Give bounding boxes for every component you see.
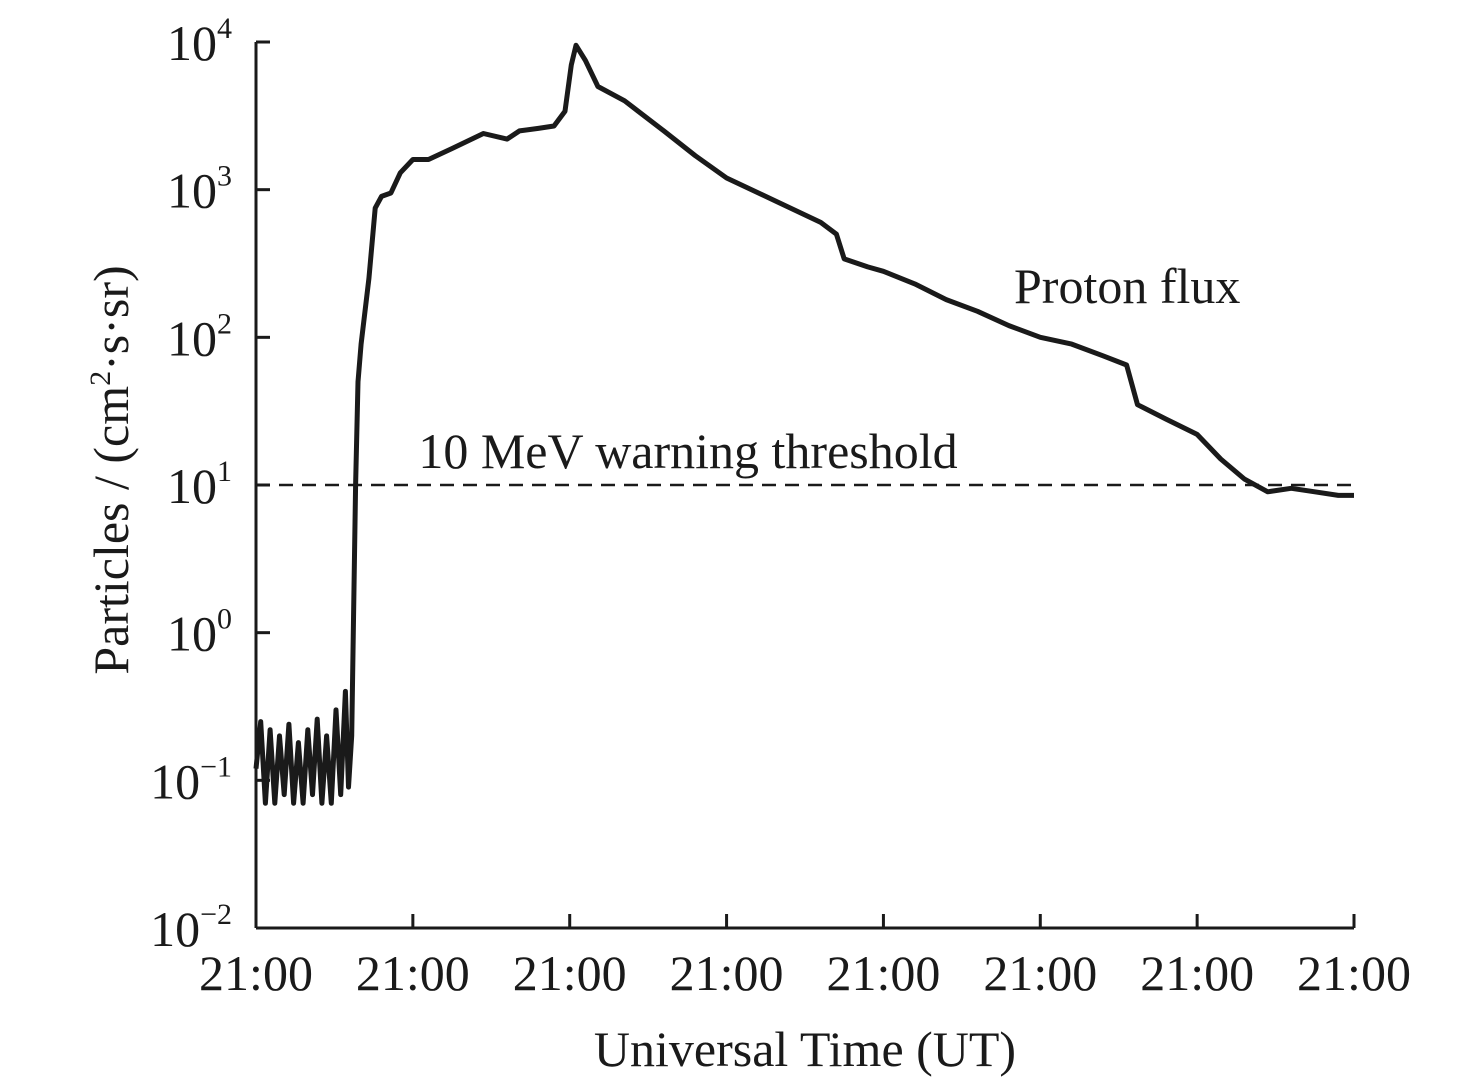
- y-tick-label-exponent: 3: [217, 160, 232, 193]
- y-axis-title-superscript: 2: [84, 371, 117, 386]
- series-line-proton-flux: [253, 42, 1354, 806]
- x-tick-label: 21:00: [983, 945, 1097, 1001]
- y-tick-label-exponent: 4: [217, 12, 232, 45]
- x-tick-label: 21:00: [826, 945, 940, 1001]
- y-tick-label-exponent: −2: [200, 898, 232, 931]
- y-tick-label-base: 10: [167, 15, 217, 71]
- annotations: Proton flux 10 MeV warning threshold: [418, 258, 1240, 479]
- y-tick-label-exponent: 1: [217, 455, 232, 488]
- y-tick-label-exponent: 0: [217, 603, 232, 636]
- y-tick-label: 100: [167, 603, 232, 662]
- y-tick-label: 101: [167, 455, 232, 514]
- y-tick-label-exponent: −1: [200, 750, 232, 783]
- y-tick-label: 10−1: [150, 750, 232, 809]
- x-tick-label: 21:00: [199, 945, 313, 1001]
- y-tick-label-base: 10: [167, 606, 217, 662]
- y-tick-label-base: 10: [167, 163, 217, 219]
- x-tick-label: 21:00: [670, 945, 784, 1001]
- series-label-proton-flux: Proton flux: [1014, 258, 1240, 314]
- x-axis-title: Universal Time (UT): [594, 1021, 1016, 1077]
- y-tick-label-base: 10: [150, 753, 200, 809]
- threshold-label: 10 MeV warning threshold: [418, 423, 957, 479]
- x-tick-label: 21:00: [1140, 945, 1254, 1001]
- y-tick-label: 104: [167, 12, 232, 71]
- y-axis-title-main: Particles / (cm: [83, 386, 139, 675]
- y-tick-label: 10−2: [150, 898, 232, 957]
- y-tick-label: 102: [167, 307, 232, 366]
- y-tick-label: 103: [167, 160, 232, 219]
- y-axis-title: Particles / (cm2·s·sr): [83, 265, 139, 674]
- x-tick-label: 21:00: [513, 945, 627, 1001]
- y-tick-label-base: 10: [167, 310, 217, 366]
- y-axis-title-tail: ·s·sr): [83, 265, 139, 371]
- y-tick-label-base: 10: [167, 458, 217, 514]
- x-axis-ticks: 21:00 21:00 21:00 21:00 21:00 21:00 21:00 21:00: [199, 914, 1411, 1001]
- y-tick-label-base: 10: [150, 901, 200, 957]
- y-tick-label-exponent: 2: [217, 307, 232, 340]
- x-tick-label: 21:00: [356, 945, 470, 1001]
- x-tick-label: 21:00: [1297, 945, 1411, 1001]
